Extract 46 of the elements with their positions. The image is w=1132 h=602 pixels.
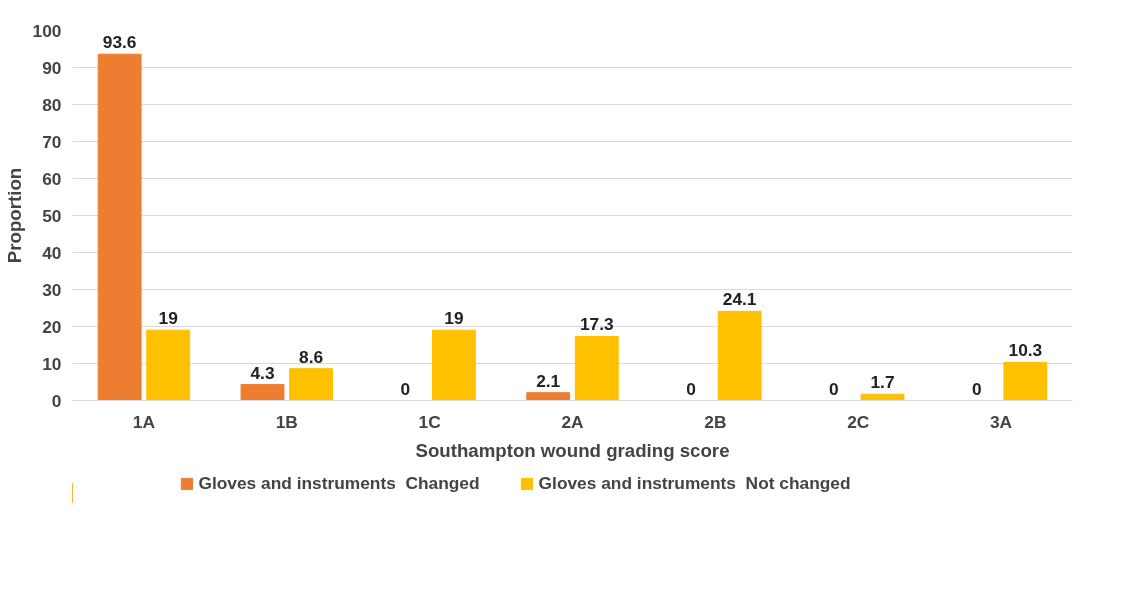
y-tick-label: 0 xyxy=(51,390,62,411)
x-tick-label: 2A xyxy=(561,411,585,432)
bar xyxy=(97,53,142,401)
x-tick-label: 2C xyxy=(847,411,870,432)
y-axis-title: Proportion xyxy=(3,167,25,264)
bar xyxy=(146,329,191,401)
x-tick-label: 2B xyxy=(704,411,727,432)
x-axis-title: Southampton wound grading score xyxy=(415,439,730,461)
data-label: 10.3 xyxy=(1008,340,1043,361)
x-tick-label: 1B xyxy=(275,411,298,432)
y-tick-label: 100 xyxy=(32,20,62,41)
data-label: 0 xyxy=(686,378,696,399)
legend-label: Gloves and instruments Changed xyxy=(198,472,480,494)
data-label: 0 xyxy=(400,378,411,399)
y-tick-label: 60 xyxy=(42,168,62,189)
data-label: 1.7 xyxy=(870,372,895,393)
data-label: 17.3 xyxy=(579,314,615,335)
data-label: 19 xyxy=(444,308,464,329)
data-label: 19 xyxy=(158,308,178,329)
data-label: 4.3 xyxy=(250,362,275,383)
x-tick-label: 3A xyxy=(990,411,1013,432)
data-label: 93.6 xyxy=(102,32,137,53)
data-label: 0 xyxy=(829,378,839,399)
y-tick-label: 50 xyxy=(42,205,62,226)
x-tick-label: 1A xyxy=(132,411,156,432)
data-label: 0 xyxy=(971,378,982,399)
bar xyxy=(526,392,571,401)
bar xyxy=(289,368,333,401)
y-tick-label: 10 xyxy=(42,353,62,374)
y-tick-label: 90 xyxy=(42,57,62,78)
bar xyxy=(717,310,762,401)
y-tick-label: 80 xyxy=(42,94,62,115)
bar xyxy=(1003,361,1048,401)
y-tick-label: 70 xyxy=(42,131,62,152)
data-label: 8.6 xyxy=(299,346,324,367)
bar xyxy=(432,329,476,401)
data-label: 2.1 xyxy=(536,370,561,391)
bar xyxy=(860,393,905,401)
bar xyxy=(240,384,285,401)
bar xyxy=(574,335,619,401)
y-tick-label: 40 xyxy=(42,242,62,263)
y-tick-label: 20 xyxy=(42,316,62,337)
data-label: 24.1 xyxy=(722,289,757,310)
legend-label: Gloves and instruments Not changed xyxy=(538,472,851,494)
x-tick-label: 1C xyxy=(418,411,442,432)
y-tick-label: 30 xyxy=(42,279,62,300)
